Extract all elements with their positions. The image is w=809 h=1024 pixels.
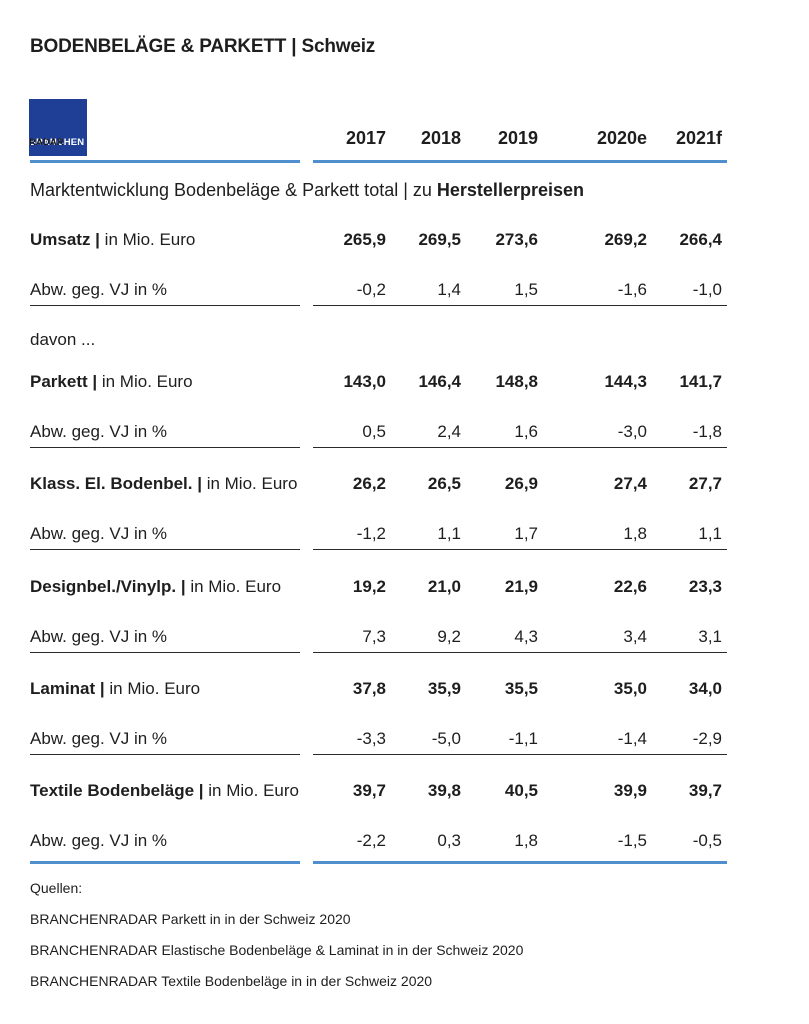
- change-cell: -0,2: [356, 280, 386, 299]
- value-cell: 39,7: [352, 781, 386, 800]
- change-cell: -2,2: [356, 831, 386, 850]
- value-cell: 27,7: [688, 474, 722, 493]
- change-cell: -1,5: [617, 831, 647, 850]
- change-label: Abw. geg. VJ in %: [30, 831, 168, 850]
- year-header-cell: 2019: [497, 128, 538, 148]
- row-divider: [30, 754, 300, 755]
- row-label: Klass. El. Bodenbel. | in Mio. Euro: [30, 474, 298, 493]
- change-cell: 0,3: [437, 831, 461, 850]
- row-divider: [313, 754, 727, 755]
- value-cell: 37,8: [352, 679, 386, 698]
- change-label: Abw. geg. VJ in %: [30, 729, 168, 748]
- value-cell: 35,9: [427, 679, 461, 698]
- change-cell: 1,4: [437, 280, 461, 299]
- row-label: Textile Bodenbeläge | in Mio. Euro: [30, 781, 299, 800]
- row-divider: [30, 305, 300, 306]
- change-cell: -2,9: [692, 729, 722, 748]
- value-cell: 35,5: [504, 679, 538, 698]
- change-cell: 3,4: [623, 627, 647, 646]
- row-divider: [313, 652, 727, 653]
- change-cell: -1,2: [356, 524, 386, 543]
- change-cell: 1,8: [514, 831, 538, 850]
- change-cell: -1,0: [692, 280, 722, 299]
- year-header-cell: 2018: [420, 128, 461, 148]
- value-cell: 148,8: [495, 372, 538, 391]
- change-cell: 0,5: [362, 422, 386, 441]
- table-subtitle: Marktentwicklung Bodenbeläge & Parkett t…: [30, 180, 584, 200]
- value-cell: 141,7: [679, 372, 722, 391]
- source-item: BRANCHENRADAR Textile Bodenbeläge in in …: [30, 973, 433, 989]
- change-cell: -1,1: [508, 729, 538, 748]
- year-header-cell: 2017: [345, 128, 386, 148]
- change-cell: 7,3: [362, 627, 386, 646]
- header-rule-right: [313, 160, 727, 163]
- change-label: Abw. geg. VJ in %: [30, 524, 168, 543]
- value-cell: 21,0: [427, 577, 461, 596]
- change-label: Abw. geg. VJ in %: [30, 280, 168, 299]
- header-rule-left: [30, 160, 300, 163]
- footer-rule-left: [30, 861, 300, 864]
- row-label: Laminat | in Mio. Euro: [30, 679, 201, 698]
- value-cell: 144,3: [604, 372, 647, 391]
- value-cell: 146,4: [418, 372, 461, 391]
- value-cell: 39,8: [427, 781, 461, 800]
- change-cell: 9,2: [437, 627, 461, 646]
- value-cell: 269,5: [418, 230, 461, 249]
- row-divider: [30, 447, 300, 448]
- value-cell: 26,2: [352, 474, 386, 493]
- change-cell: 1,1: [437, 524, 461, 543]
- branchenradar-logo: BRANCHEN RADAR: [29, 99, 87, 156]
- change-cell: 1,1: [698, 524, 722, 543]
- value-cell: 27,4: [613, 474, 647, 493]
- row-divider: [30, 549, 300, 550]
- value-cell: 269,2: [604, 230, 647, 249]
- change-cell: 3,1: [698, 627, 722, 646]
- change-cell: 1,5: [514, 280, 538, 299]
- change-label: Abw. geg. VJ in %: [30, 627, 168, 646]
- value-cell: 26,5: [427, 474, 461, 493]
- row-divider: [313, 549, 727, 550]
- value-cell: 40,5: [504, 781, 538, 800]
- year-header-cell: 2021f: [675, 128, 722, 148]
- davon-label: davon ...: [30, 330, 96, 349]
- value-cell: 273,6: [495, 230, 538, 249]
- value-cell: 265,9: [343, 230, 386, 249]
- value-cell: 39,7: [688, 781, 722, 800]
- change-cell: 2,4: [437, 422, 461, 441]
- value-cell: 34,0: [688, 679, 722, 698]
- source-item: BRANCHENRADAR Parkett in in der Schweiz …: [30, 911, 351, 927]
- year-header-cell: 2020e: [596, 128, 647, 148]
- value-cell: 19,2: [352, 577, 386, 596]
- row-label: Parkett | in Mio. Euro: [30, 372, 193, 391]
- change-cell: -3,0: [617, 422, 647, 441]
- row-divider: [313, 305, 727, 306]
- change-cell: 1,8: [623, 524, 647, 543]
- value-cell: 22,6: [613, 577, 647, 596]
- row-divider: [30, 652, 300, 653]
- change-cell: -1,6: [617, 280, 647, 299]
- row-label: Designbel./Vinylp. | in Mio. Euro: [30, 577, 282, 596]
- footer-rule-right: [313, 861, 727, 864]
- value-cell: 39,9: [613, 781, 647, 800]
- value-cell: 35,0: [613, 679, 647, 698]
- change-cell: 1,6: [514, 422, 538, 441]
- value-cell: 26,9: [504, 474, 538, 493]
- value-cell: 23,3: [688, 577, 722, 596]
- page-title: BODENBELÄGE & PARKETT | Schweiz: [30, 36, 376, 57]
- change-cell: 1,7: [514, 524, 538, 543]
- sources-heading: Quellen:: [30, 880, 83, 896]
- change-cell: 4,3: [514, 627, 538, 646]
- value-cell: 266,4: [679, 230, 722, 249]
- change-label: Abw. geg. VJ in %: [30, 422, 168, 441]
- change-cell: -1,8: [692, 422, 722, 441]
- value-cell: 143,0: [343, 372, 386, 391]
- change-cell: -5,0: [431, 729, 461, 748]
- change-cell: -1,4: [617, 729, 647, 748]
- change-cell: -0,5: [692, 831, 722, 850]
- value-cell: 21,9: [504, 577, 538, 596]
- row-label: Umsatz | in Mio. Euro: [30, 230, 196, 249]
- row-divider: [313, 447, 727, 448]
- source-item: BRANCHENRADAR Elastische Bodenbeläge & L…: [30, 942, 524, 958]
- change-cell: -3,3: [356, 729, 386, 748]
